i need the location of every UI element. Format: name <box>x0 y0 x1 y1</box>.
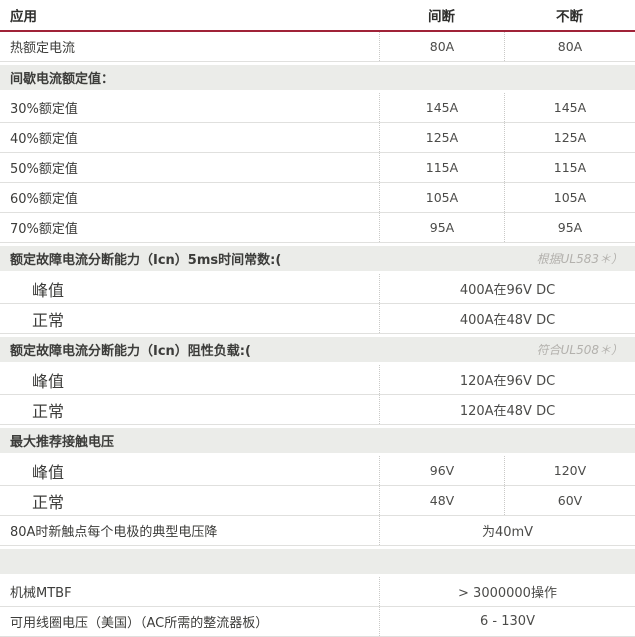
value-span: > 3000000操作 <box>379 577 635 606</box>
row-label: 机械MTBF <box>10 586 72 601</box>
value-continuous: 145A <box>504 93 635 122</box>
row-label: 峰值 <box>32 371 65 391</box>
value-continuous: 80A <box>504 32 635 61</box>
row-label: 峰值 <box>32 280 65 300</box>
table-row: 正常 120A在48V DC <box>0 395 635 425</box>
value-intermittent: 96V <box>379 456 504 485</box>
table-row: 80A时新触点每个电极的典型电压降 为40mV <box>0 516 635 546</box>
table-row: 50%额定值 115A 115A <box>0 153 635 183</box>
section-title: 间歇电流额定值： <box>10 72 115 87</box>
value-intermittent: 48V <box>379 486 504 515</box>
value-span: 120A在96V DC <box>379 365 635 394</box>
row-label: 可用线圈电压（美国）（AC所需的整流器板） <box>10 616 269 631</box>
col-header-application: 应用 <box>10 9 37 25</box>
value-intermittent: 95A <box>379 213 504 242</box>
table-row: 30%额定值 145A 145A <box>0 93 635 123</box>
table-row: 正常 48V 60V <box>0 486 635 516</box>
table-row: 正常 400A在48V DC <box>0 304 635 334</box>
value-span: 400A在48V DC <box>379 304 635 333</box>
value-continuous: 120V <box>504 456 635 485</box>
row-label: 30%额定值 <box>10 102 78 117</box>
section-header-row: 最大推荐接触电压 <box>0 428 635 453</box>
col-header-intermittent: 间断 <box>428 9 455 25</box>
row-label: 热额定电流 <box>10 41 76 56</box>
table-row: 40%额定值 125A 125A <box>0 123 635 153</box>
row-label: 70%额定值 <box>10 222 78 237</box>
section-header-row: 额定故障电流分断能力（Icn）阻性负载:( 符合UL508＊） <box>0 337 635 362</box>
section-title: 额定故障电流分断能力（Icn）5ms时间常数:( <box>10 253 282 268</box>
table-row: 峰值 400A在96V DC <box>0 274 635 304</box>
row-label: 正常 <box>32 401 65 421</box>
section-header-row: 间歇电流额定值： <box>0 65 635 90</box>
table-row: 峰值 96V 120V <box>0 456 635 486</box>
row-label: 80A时新触点每个电极的典型电压降 <box>10 525 218 540</box>
table-header-row: 应用 间断 不断 <box>0 0 635 32</box>
value-span: 120A在48V DC <box>379 395 635 424</box>
section-title: 额定故障电流分断能力（Icn）阻性负载:( <box>10 344 251 359</box>
value-intermittent: 80A <box>379 32 504 61</box>
row-label: 60%额定值 <box>10 192 78 207</box>
row-label: 40%额定值 <box>10 132 78 147</box>
value-span: 6 - 130V <box>379 607 635 636</box>
value-continuous: 125A <box>504 123 635 152</box>
row-label: 正常 <box>32 310 65 330</box>
value-intermittent: 125A <box>379 123 504 152</box>
table-row: 70%额定值 95A 95A <box>0 213 635 243</box>
row-label: 正常 <box>32 492 65 512</box>
table-row: 可用线圈电压（美国）（AC所需的整流器板） 6 - 130V <box>0 607 635 637</box>
table-row: 60%额定值 105A 105A <box>0 183 635 213</box>
row-label: 峰值 <box>32 462 65 482</box>
section-standard-note: 根据UL583＊） <box>536 252 623 266</box>
table-row: 机械MTBF > 3000000操作 <box>0 577 635 607</box>
value-intermittent: 115A <box>379 153 504 182</box>
value-continuous: 115A <box>504 153 635 182</box>
value-continuous: 105A <box>504 183 635 212</box>
value-continuous: 60V <box>504 486 635 515</box>
section-standard-note: 符合UL508＊） <box>536 343 623 357</box>
table-row: 峰值 120A在96V DC <box>0 365 635 395</box>
value-intermittent: 105A <box>379 183 504 212</box>
section-title: 最大推荐接触电压 <box>10 435 115 450</box>
separator-band <box>0 549 635 574</box>
row-label: 50%额定值 <box>10 162 78 177</box>
table-row: 热额定电流 80A 80A <box>0 32 635 62</box>
value-span: 为40mV <box>379 516 635 545</box>
col-header-continuous: 不断 <box>556 9 583 25</box>
value-continuous: 95A <box>504 213 635 242</box>
table-body: 热额定电流 80A 80A 间歇电流额定值： 30%额定值 145A 145A 40%额定值 1… <box>0 32 635 637</box>
section-header-row: 额定故障电流分断能力（Icn）5ms时间常数:( 根据UL583＊） <box>0 246 635 271</box>
value-span: 400A在96V DC <box>379 274 635 303</box>
value-intermittent: 145A <box>379 93 504 122</box>
